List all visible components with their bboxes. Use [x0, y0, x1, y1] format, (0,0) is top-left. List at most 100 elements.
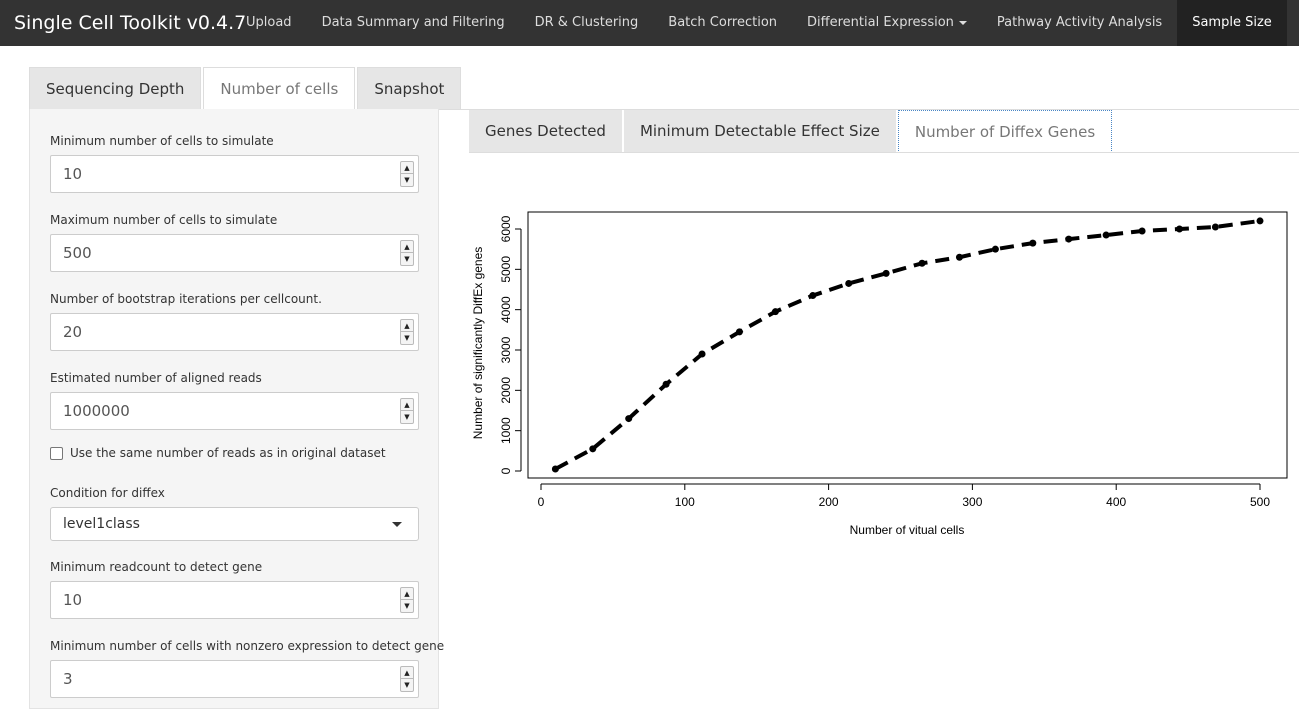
reads-spinner[interactable]: ▲ ▼: [400, 398, 414, 424]
data-point: [918, 259, 926, 267]
reads-input[interactable]: 1000000 ▲ ▼: [50, 392, 419, 430]
x-tick-label: 300: [962, 495, 982, 509]
data-point: [1256, 217, 1264, 225]
spin-up-icon[interactable]: ▲: [401, 399, 413, 411]
spin-down-icon[interactable]: ▼: [404, 602, 410, 610]
spin-up-icon[interactable]: ▲: [401, 320, 413, 332]
max-cells-label: Maximum number of cells to simulate: [50, 213, 278, 227]
tab-sequencing-depth[interactable]: Sequencing Depth: [29, 67, 202, 110]
spin-up-icon[interactable]: ▲: [401, 162, 413, 174]
min-cells-label: Minimum number of cells to simulate: [50, 134, 274, 148]
nav-pathway-activity[interactable]: Pathway Activity Analysis: [996, 15, 1163, 30]
reads-label: Estimated number of aligned reads: [50, 371, 262, 385]
plot-frame: [527, 211, 1288, 479]
spin-up-icon[interactable]: ▲: [401, 667, 413, 679]
app-title[interactable]: Single Cell Toolkit v0.4.7: [14, 12, 247, 34]
bootstrap-input[interactable]: 20 ▲ ▼: [50, 313, 419, 351]
min-readcount-label: Minimum readcount to detect gene: [50, 560, 263, 574]
data-point: [882, 269, 890, 277]
data-point: [625, 415, 633, 423]
data-point: [991, 245, 999, 253]
data-point: [955, 253, 963, 261]
y-tick-label: 5000: [499, 256, 513, 283]
data-point: [662, 380, 670, 388]
y-tick-label: 0: [499, 467, 513, 474]
tab-min-detectable-effect[interactable]: Minimum Detectable Effect Size: [623, 110, 896, 153]
data-point: [698, 350, 706, 358]
y-tick-label: 1000: [499, 417, 513, 444]
data-point: [1065, 235, 1073, 243]
data-point: [1138, 227, 1146, 235]
spin-down-icon[interactable]: ▼: [404, 176, 410, 184]
nav-dr-clustering[interactable]: DR & Clustering: [534, 15, 639, 30]
nav-data-summary[interactable]: Data Summary and Filtering: [321, 15, 505, 30]
nav-upload[interactable]: Upload: [246, 15, 292, 30]
tab-genes-detected[interactable]: Genes Detected: [469, 110, 622, 153]
min-readcount-input[interactable]: 10 ▲ ▼: [50, 581, 419, 619]
min-readcount-value: 10: [63, 591, 83, 609]
tab-number-diffex-genes[interactable]: Number of Diffex Genes: [897, 110, 1113, 153]
sub-tabs-divider: [469, 152, 1299, 153]
y-tick-label: 6000: [499, 215, 513, 242]
series-line: [551, 217, 1264, 473]
max-cells-input[interactable]: 500 ▲ ▼: [50, 234, 419, 272]
series-line-path: [554, 218, 1261, 471]
data-point: [809, 292, 817, 300]
diffex-genes-chart: 0 100 200 300 400 500010002000300040005000600…: [471, 211, 1288, 537]
spin-down-icon[interactable]: ▼: [404, 255, 410, 263]
spin-down-icon[interactable]: ▼: [404, 334, 410, 342]
main-tabs: Sequencing Depth Number of cells Snapsho…: [29, 67, 463, 110]
data-point: [735, 328, 743, 336]
sidebar-panel: Minimum number of cells to simulate 10 ▲…: [29, 109, 444, 709]
min-nonzero-spinner[interactable]: ▲ ▼: [400, 666, 414, 692]
dropdown-arrow-icon: [392, 522, 402, 527]
data-point: [1029, 239, 1037, 247]
max-cells-spinner[interactable]: ▲ ▼: [400, 240, 414, 266]
data-point: [1175, 225, 1183, 233]
min-cells-value: 10: [63, 165, 83, 183]
spin-up-icon[interactable]: ▲: [401, 588, 413, 600]
x-tick-label: 500: [1250, 495, 1270, 509]
sub-tabs: Genes Detected Minimum Detectable Effect…: [469, 110, 1114, 153]
condition-value: level1class: [63, 516, 140, 532]
min-readcount-spinner[interactable]: ▲ ▼: [400, 587, 414, 613]
spin-down-icon[interactable]: ▼: [404, 681, 410, 689]
nav-differential-expression[interactable]: Differential Expression: [792, 0, 982, 46]
y-tick-label: 4000: [499, 296, 513, 323]
axes: 0 100 200 300 400 500010002000300040005000600…: [499, 215, 1270, 509]
x-tick-label: 400: [1106, 495, 1126, 509]
nav-batch-correction[interactable]: Batch Correction: [668, 15, 778, 30]
x-axis-label: Number of vitual cells: [850, 523, 965, 537]
condition-label: Condition for diffex: [50, 486, 165, 500]
y-tick-label: 3000: [499, 336, 513, 363]
nav-sample-size[interactable]: Sample Size: [1177, 0, 1287, 46]
spin-down-icon[interactable]: ▼: [404, 413, 410, 421]
min-cells-spinner[interactable]: ▲ ▼: [400, 161, 414, 187]
data-point: [551, 465, 559, 473]
min-nonzero-label: Minimum number of cells with nonzero exp…: [50, 639, 445, 653]
min-cells-input[interactable]: 10 ▲ ▼: [50, 155, 419, 193]
navbar: Single Cell Toolkit v0.4.7 Upload Data S…: [0, 0, 1299, 46]
data-point: [1102, 231, 1110, 239]
tabs-divider: [439, 109, 1299, 110]
y-axis-label: Number of significantly DiffEx genes: [471, 247, 485, 440]
data-point: [771, 308, 779, 316]
min-nonzero-value: 3: [63, 670, 73, 688]
x-tick-label: 100: [675, 495, 695, 509]
y-tick-label: 2000: [499, 377, 513, 404]
bootstrap-spinner[interactable]: ▲ ▼: [400, 319, 414, 345]
max-cells-value: 500: [63, 244, 92, 262]
tab-number-of-cells[interactable]: Number of cells: [203, 67, 356, 110]
caret-down-icon: [958, 20, 967, 25]
reads-value: 1000000: [63, 402, 130, 420]
spin-up-icon[interactable]: ▲: [401, 241, 413, 253]
same-reads-row: Use the same number of reads as in origi…: [50, 446, 386, 460]
same-reads-checkbox[interactable]: [50, 446, 63, 460]
tab-snapshot[interactable]: Snapshot: [357, 67, 462, 110]
bootstrap-value: 20: [63, 323, 83, 341]
condition-select[interactable]: level1class: [50, 507, 419, 541]
data-point: [589, 445, 597, 453]
min-nonzero-input[interactable]: 3 ▲ ▼: [50, 660, 419, 698]
data-point: [1211, 223, 1219, 231]
x-tick-label: 200: [819, 495, 839, 509]
